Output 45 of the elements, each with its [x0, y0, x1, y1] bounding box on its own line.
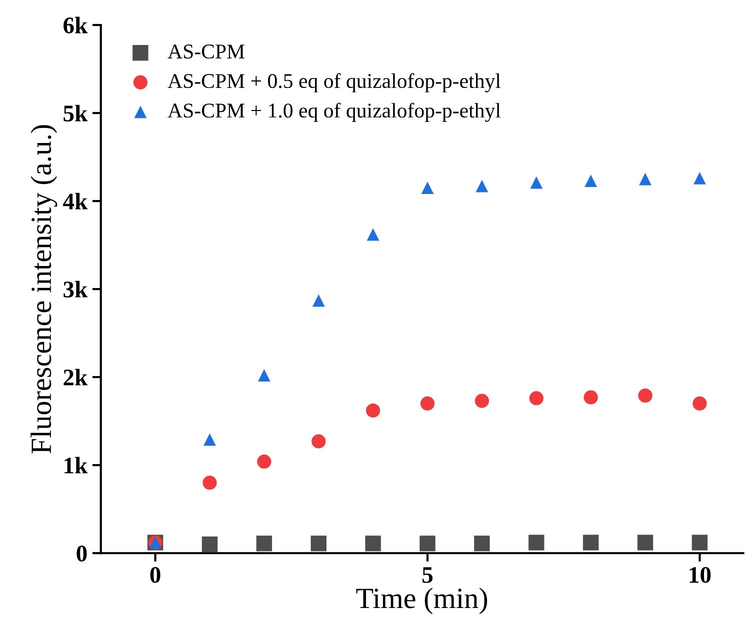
x-tick-label: 10 [690, 567, 711, 583]
legend-label: AS-CPM + 1.0 eq of quizalofop-p-ethyl [168, 102, 501, 122]
y-tick-label: 6k [64, 16, 88, 34]
x-tick-label: 0 [150, 567, 160, 583]
point [638, 388, 652, 403]
point [420, 536, 436, 552]
point [366, 228, 380, 241]
point [528, 534, 544, 550]
point [202, 476, 217, 490]
point [474, 536, 490, 552]
point [582, 534, 599, 550]
point [474, 394, 490, 408]
point [530, 176, 543, 189]
point [584, 174, 598, 188]
y-axis-title: Fluorescence intensity (a.u.) [30, 125, 58, 454]
point [692, 534, 708, 550]
point [694, 172, 706, 184]
legend-label: AS-CPM + 0.5 eq of quizalofop-p-ethyl [168, 73, 501, 92]
point [639, 172, 652, 186]
x-tick-label: 5 [422, 567, 433, 583]
y-tick-label: 1k [64, 456, 88, 474]
legend-label: AS-CPM [168, 44, 244, 59]
y-tick-label: 0 [76, 546, 87, 562]
point [366, 403, 380, 418]
y-tick-label: 5k [64, 104, 88, 122]
point [204, 433, 216, 446]
point [257, 454, 272, 469]
point [310, 536, 326, 552]
point [692, 396, 707, 411]
point [529, 391, 544, 406]
y-tick-label: 2k [64, 368, 88, 386]
point [258, 369, 270, 382]
point [420, 396, 435, 411]
y-tick-label: 4k [63, 192, 88, 210]
point [421, 182, 434, 194]
point [476, 180, 488, 192]
point [312, 294, 325, 307]
point [637, 534, 654, 550]
y-tick-label: 3k [64, 280, 88, 298]
point [202, 536, 218, 552]
point [365, 536, 381, 552]
point [256, 536, 272, 552]
x-axis-title: Time (min) [356, 588, 488, 614]
point [312, 434, 326, 448]
point [584, 390, 598, 404]
